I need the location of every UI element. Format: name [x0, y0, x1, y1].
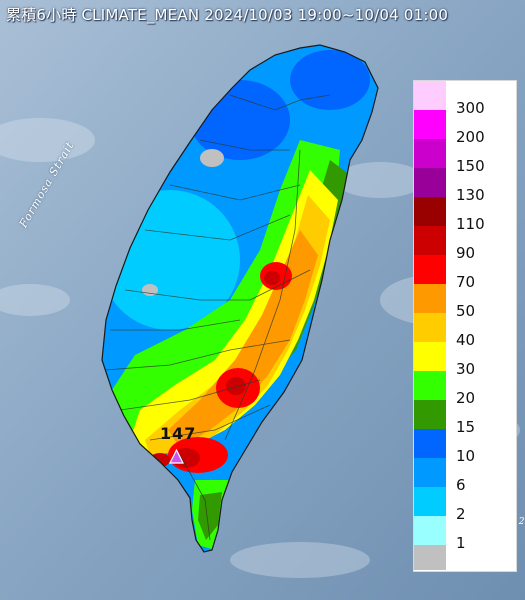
map-title: 累積6小時 CLIMATE_MEAN 2024/10/03 19:00~10/0… [6, 6, 449, 24]
legend-label: 40 [456, 331, 476, 349]
rainfall-legend: 300 200 150 130 110 90 70 50 40 30 20 15… [413, 80, 517, 572]
legend-swatch [414, 110, 446, 140]
legend-swatch [414, 487, 446, 517]
legend-swatch [414, 342, 446, 372]
legend-swatch [414, 400, 446, 430]
legend-swatch [414, 81, 446, 111]
legend-swatch [414, 371, 446, 401]
legend-label: 70 [456, 273, 476, 291]
legend-swatch [414, 226, 446, 256]
legend-label: 20 [456, 389, 476, 407]
legend-label: 6 [456, 476, 466, 494]
legend-label: 130 [456, 186, 485, 204]
legend-swatch [414, 545, 446, 571]
legend-swatch [414, 516, 446, 546]
legend-swatch [414, 284, 446, 314]
legend-label: 110 [456, 215, 485, 233]
corner-note: 12 [513, 517, 525, 527]
legend-label: 50 [456, 302, 476, 320]
max-rainfall-label: 147 [160, 424, 197, 443]
legend-label: 300 [456, 99, 485, 117]
legend-swatch [414, 139, 446, 169]
legend-label: 2 [456, 505, 466, 523]
legend-swatch [414, 197, 446, 227]
legend-label: 15 [456, 418, 476, 436]
legend-label: 150 [456, 157, 485, 175]
legend-label: 10 [456, 447, 476, 465]
county-boundaries [104, 94, 331, 541]
legend-label: 1 [456, 534, 466, 552]
legend-swatch [414, 429, 446, 459]
legend-swatch [414, 168, 446, 198]
legend-label: 90 [456, 244, 476, 262]
taiwan-coastline [101, 44, 379, 553]
legend-label: 30 [456, 360, 476, 378]
legend-swatch [414, 313, 446, 343]
legend-swatch [414, 458, 446, 488]
legend-label: 200 [456, 128, 485, 146]
legend-swatch [414, 255, 446, 285]
max-rainfall-marker-icon [169, 449, 184, 464]
